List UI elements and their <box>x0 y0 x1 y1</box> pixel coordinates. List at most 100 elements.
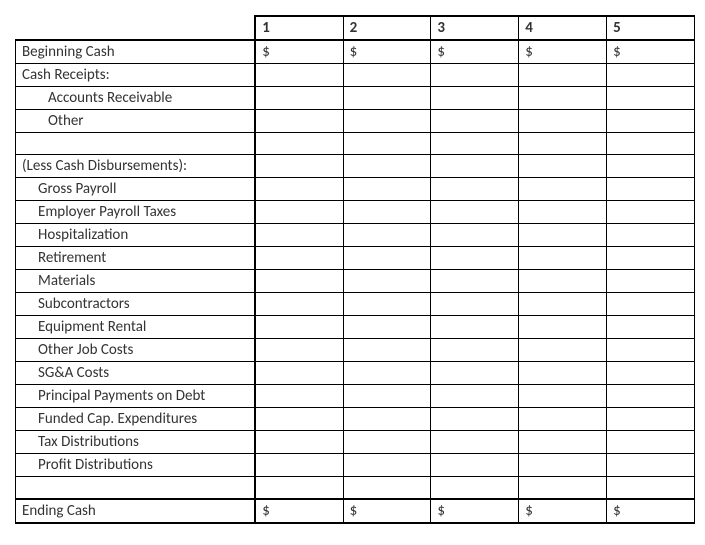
cell <box>343 454 431 477</box>
cell <box>431 408 519 431</box>
cell <box>519 201 607 224</box>
row-label: Hospitalization <box>16 224 256 247</box>
cell <box>431 110 519 133</box>
cell <box>255 270 343 293</box>
cell <box>255 155 343 178</box>
header-col-4: 4 <box>519 16 607 40</box>
row-label: Other <box>16 110 256 133</box>
cell <box>343 155 431 178</box>
cell <box>607 110 695 133</box>
table-row: Subcontractors <box>16 293 695 316</box>
table-row: Beginning Cash$$$$$ <box>16 40 695 64</box>
row-label: Employer Payroll Taxes <box>16 201 256 224</box>
cell <box>607 385 695 408</box>
cash-flow-table: 1 2 3 4 5 Beginning Cash$$$$$Cash Receip… <box>15 15 695 524</box>
cell <box>607 339 695 362</box>
cell <box>343 477 431 499</box>
table-row: Cash Receipts: <box>16 64 695 87</box>
header-col-1: 1 <box>255 16 343 40</box>
table-row: Retirement <box>16 247 695 270</box>
table-row: Materials <box>16 270 695 293</box>
table-row: Hospitalization <box>16 224 695 247</box>
cell <box>607 178 695 201</box>
cell <box>607 64 695 87</box>
cell <box>519 64 607 87</box>
cell <box>431 316 519 339</box>
row-label: (Less Cash Disbursements): <box>16 155 256 178</box>
row-label: Cash Receipts: <box>16 64 256 87</box>
cell: $ <box>607 499 695 523</box>
cell <box>255 133 343 155</box>
cell <box>343 110 431 133</box>
cell <box>343 178 431 201</box>
cell: $ <box>519 499 607 523</box>
cell <box>519 408 607 431</box>
row-label: Beginning Cash <box>16 40 256 64</box>
row-label: SG&A Costs <box>16 362 256 385</box>
row-label <box>16 477 256 499</box>
table-row: (Less Cash Disbursements): <box>16 155 695 178</box>
cell <box>431 339 519 362</box>
cell: $ <box>519 40 607 64</box>
cell: $ <box>431 499 519 523</box>
cell <box>607 477 695 499</box>
cell <box>431 293 519 316</box>
table-row: Principal Payments on Debt <box>16 385 695 408</box>
cell <box>431 87 519 110</box>
cell <box>519 155 607 178</box>
cell <box>519 431 607 454</box>
row-label: Equipment Rental <box>16 316 256 339</box>
cell <box>343 224 431 247</box>
cell <box>607 155 695 178</box>
cell <box>255 339 343 362</box>
cell <box>255 247 343 270</box>
cell <box>431 178 519 201</box>
table-row: Employer Payroll Taxes <box>16 201 695 224</box>
cell <box>519 224 607 247</box>
cell <box>519 339 607 362</box>
cell <box>519 87 607 110</box>
row-label: Retirement <box>16 247 256 270</box>
cell <box>431 247 519 270</box>
cell <box>343 316 431 339</box>
cell <box>607 247 695 270</box>
cell: $ <box>255 499 343 523</box>
cell <box>255 477 343 499</box>
cell <box>607 133 695 155</box>
table-row: Accounts Receivable <box>16 87 695 110</box>
table-row: Equipment Rental <box>16 316 695 339</box>
cell <box>255 385 343 408</box>
cell <box>431 133 519 155</box>
header-row: 1 2 3 4 5 <box>16 16 695 40</box>
cell <box>607 316 695 339</box>
cell <box>607 270 695 293</box>
cell <box>343 201 431 224</box>
header-col-2: 2 <box>343 16 431 40</box>
cell <box>519 477 607 499</box>
cell <box>431 270 519 293</box>
cell <box>431 431 519 454</box>
table-row <box>16 133 695 155</box>
header-blank <box>16 16 256 40</box>
table-row: Tax Distributions <box>16 431 695 454</box>
header-col-5: 5 <box>607 16 695 40</box>
cell <box>519 316 607 339</box>
cell <box>255 408 343 431</box>
cell <box>607 431 695 454</box>
cell: $ <box>255 40 343 64</box>
row-label: Ending Cash <box>16 499 256 523</box>
row-label <box>16 133 256 155</box>
cell <box>519 270 607 293</box>
cell <box>607 224 695 247</box>
cell <box>255 293 343 316</box>
cell <box>431 64 519 87</box>
cell <box>431 454 519 477</box>
cell <box>255 110 343 133</box>
table-row: Ending Cash$$$$$ <box>16 499 695 523</box>
cell <box>519 133 607 155</box>
cell <box>343 270 431 293</box>
table-row: SG&A Costs <box>16 362 695 385</box>
cell <box>343 339 431 362</box>
cell <box>255 454 343 477</box>
row-label: Materials <box>16 270 256 293</box>
